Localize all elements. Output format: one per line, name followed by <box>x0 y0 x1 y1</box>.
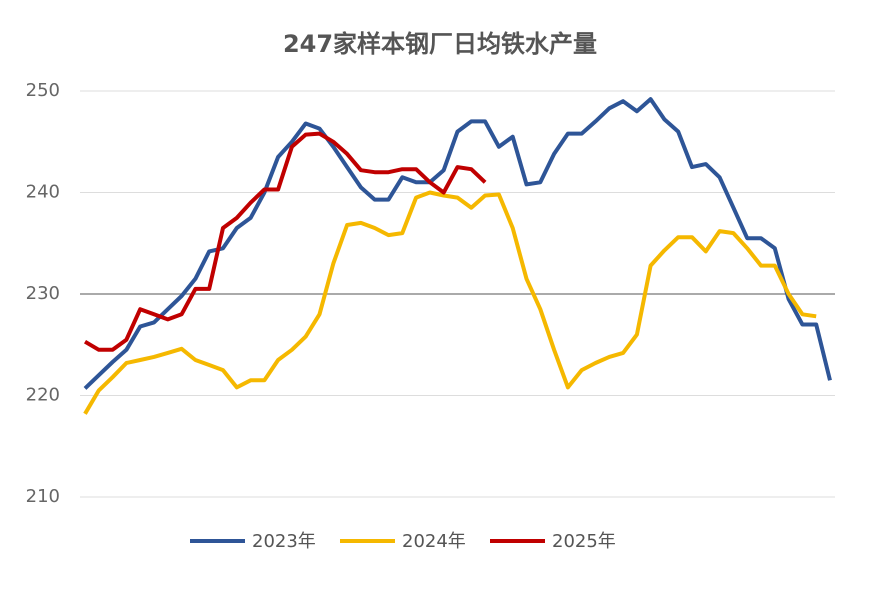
series-line <box>83 97 832 390</box>
legend-label: 2024年 <box>402 531 466 552</box>
y-tick-label: 230 <box>26 283 60 304</box>
y-tick-label: 240 <box>26 182 60 203</box>
legend-label: 2025年 <box>552 531 616 552</box>
chart-title: 247家样本钢厂日均铁水产量 <box>283 30 597 58</box>
y-tick-label: 210 <box>26 486 60 507</box>
series-line <box>83 131 487 352</box>
y-tick-label: 250 <box>26 80 60 101</box>
series-line <box>83 190 817 415</box>
y-tick-label: 220 <box>26 385 60 406</box>
legend-label: 2023年 <box>252 531 316 552</box>
